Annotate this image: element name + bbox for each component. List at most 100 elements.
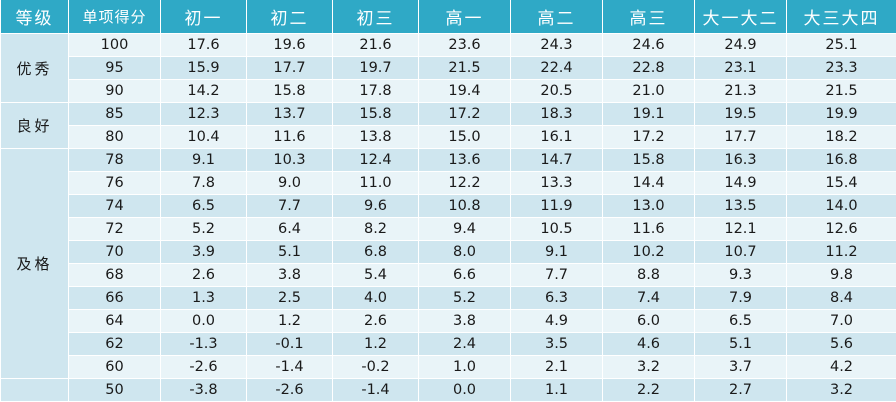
score-cell: 100 [69, 34, 161, 57]
value-cell: 0.0 [161, 310, 247, 333]
score-cell: 66 [69, 287, 161, 310]
value-cell: 10.5 [511, 218, 603, 241]
score-cell: 76 [69, 172, 161, 195]
value-cell: 3.8 [419, 310, 511, 333]
header-univ-1-2: 大一大二 [695, 0, 787, 34]
grade-label: 及格 [1, 149, 69, 379]
value-cell: 23.6 [419, 34, 511, 57]
score-cell: 68 [69, 264, 161, 287]
value-cell: 6.8 [333, 241, 419, 264]
grade-label: 良好 [1, 103, 69, 149]
value-cell: 12.4 [333, 149, 419, 172]
value-cell: 4.2 [787, 356, 896, 379]
value-cell: 21.0 [603, 80, 695, 103]
value-cell: 15.0 [419, 126, 511, 149]
value-cell: 4.9 [511, 310, 603, 333]
value-cell: 19.5 [695, 103, 787, 126]
value-cell: 2.2 [603, 379, 695, 402]
value-cell: 2.5 [247, 287, 333, 310]
value-cell: 17.2 [419, 103, 511, 126]
value-cell: 13.6 [419, 149, 511, 172]
value-cell: 15.9 [161, 57, 247, 80]
value-cell: 17.7 [247, 57, 333, 80]
value-cell: 7.7 [247, 195, 333, 218]
value-cell: 16.3 [695, 149, 787, 172]
score-cell: 74 [69, 195, 161, 218]
value-cell: 3.2 [787, 379, 896, 402]
value-cell: 21.5 [419, 57, 511, 80]
value-cell: 13.7 [247, 103, 333, 126]
header-grade: 等级 [1, 0, 69, 34]
value-cell: 25.1 [787, 34, 896, 57]
value-cell: 2.6 [333, 310, 419, 333]
score-cell: 80 [69, 126, 161, 149]
value-cell: 1.0 [419, 356, 511, 379]
score-cell: 95 [69, 57, 161, 80]
value-cell: 3.9 [161, 241, 247, 264]
value-cell: 13.5 [695, 195, 787, 218]
value-cell: 14.9 [695, 172, 787, 195]
value-cell: 7.0 [787, 310, 896, 333]
value-cell: 19.9 [787, 103, 896, 126]
value-cell: 2.7 [695, 379, 787, 402]
value-cell: 19.7 [333, 57, 419, 80]
value-cell: 22.4 [511, 57, 603, 80]
value-cell: 18.3 [511, 103, 603, 126]
value-cell: 24.6 [603, 34, 695, 57]
value-cell: 3.7 [695, 356, 787, 379]
value-cell: -2.6 [161, 356, 247, 379]
value-cell: 3.2 [603, 356, 695, 379]
value-cell: 9.6 [333, 195, 419, 218]
value-cell: 11.0 [333, 172, 419, 195]
value-cell: 6.5 [695, 310, 787, 333]
value-cell: 1.2 [247, 310, 333, 333]
value-cell: -3.8 [161, 379, 247, 402]
value-cell: 1.2 [333, 333, 419, 356]
value-cell: 10.8 [419, 195, 511, 218]
value-cell: -1.4 [247, 356, 333, 379]
value-cell: 0.0 [419, 379, 511, 402]
value-cell: 23.1 [695, 57, 787, 80]
value-cell: 17.7 [695, 126, 787, 149]
value-cell: 5.2 [419, 287, 511, 310]
value-cell: 15.8 [247, 80, 333, 103]
value-cell: 3.5 [511, 333, 603, 356]
value-cell: 6.3 [511, 287, 603, 310]
value-cell: 12.2 [419, 172, 511, 195]
value-cell: 19.1 [603, 103, 695, 126]
value-cell: 13.3 [511, 172, 603, 195]
header-row: 等级 单项得分 初一 初二 初三 高一 高二 高三 大一大二 大三大四 [1, 0, 896, 34]
header-grade-10: 高一 [419, 0, 511, 34]
value-cell: 9.3 [695, 264, 787, 287]
value-cell: 13.0 [603, 195, 695, 218]
value-cell: 14.2 [161, 80, 247, 103]
header-grade-9: 初三 [333, 0, 419, 34]
value-cell: 8.2 [333, 218, 419, 241]
value-cell: 18.2 [787, 126, 896, 149]
value-cell: 11.9 [511, 195, 603, 218]
score-cell: 85 [69, 103, 161, 126]
score-cell: 50 [69, 379, 161, 402]
value-cell: 2.6 [161, 264, 247, 287]
value-cell: 12.3 [161, 103, 247, 126]
header-grade-7: 初一 [161, 0, 247, 34]
value-cell: 13.8 [333, 126, 419, 149]
value-cell: 15.8 [333, 103, 419, 126]
grade-label: 优秀 [1, 34, 69, 103]
value-cell: 9.1 [511, 241, 603, 264]
value-cell: 23.3 [787, 57, 896, 80]
value-cell: 11.6 [603, 218, 695, 241]
